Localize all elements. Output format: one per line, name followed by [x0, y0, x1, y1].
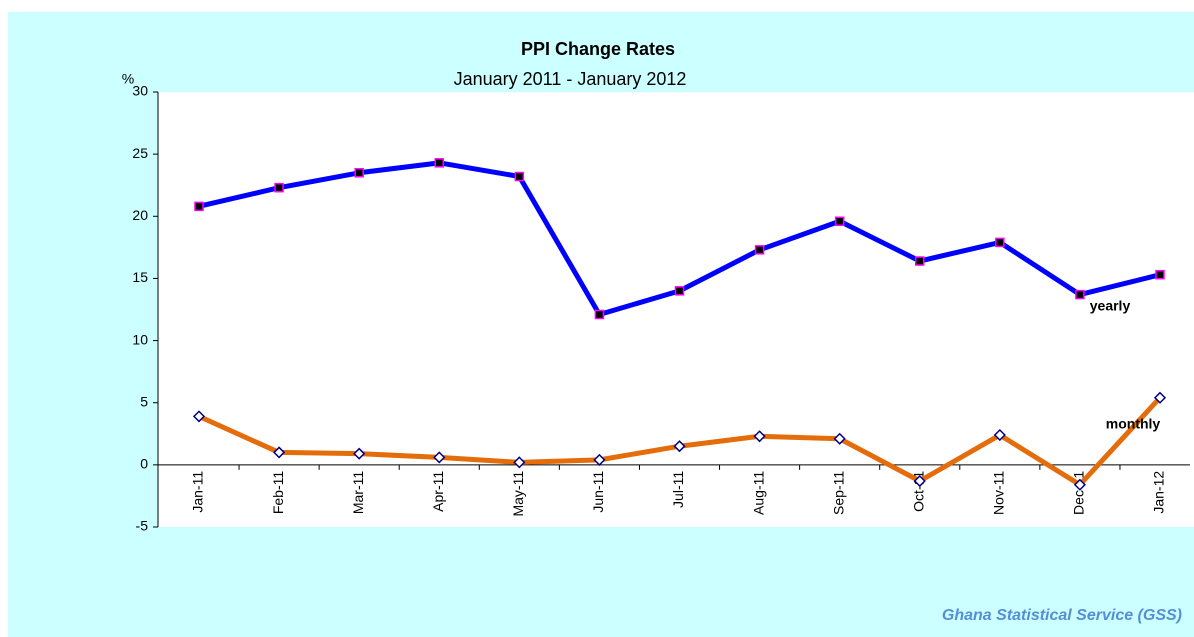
chart-subtitle: January 2011 - January 2012 [454, 69, 687, 89]
marker [1153, 391, 1167, 404]
marker [594, 309, 605, 320]
marker [1073, 478, 1086, 491]
chart-title: PPI Change Rates [521, 39, 675, 59]
marker [1155, 269, 1165, 280]
marker [192, 410, 206, 423]
marker [514, 171, 525, 182]
marker [915, 256, 925, 266]
marker [1075, 289, 1085, 300]
marker [674, 286, 685, 296]
y-tick-label: -5 [136, 518, 149, 534]
y-tick-label: 0 [140, 456, 148, 472]
y-tick-label: 30 [132, 83, 148, 99]
x-tick-label: Jan-11 [190, 471, 206, 513]
x-tick-label: Nov-11 [991, 471, 1007, 515]
x-tick-label: Mar-11 [350, 471, 366, 515]
marker [433, 451, 446, 464]
y-tick-label: 20 [132, 207, 148, 223]
y-tick-label: 15 [132, 269, 148, 285]
x-tick-label: Jul-11 [670, 471, 686, 508]
x-tick-label: Apr-11 [430, 471, 446, 512]
marker [274, 182, 284, 193]
marker [273, 446, 286, 459]
marker [993, 428, 1006, 442]
x-tick-label: Aug-11 [750, 471, 766, 515]
x-tick-label: Jun-11 [590, 471, 606, 513]
x-tick-label: May-11 [510, 471, 526, 517]
marker [673, 440, 686, 453]
y-tick-label: 5 [140, 393, 148, 409]
marker [354, 168, 364, 178]
source-note: Ghana Statistical Service (GSS) [942, 607, 1182, 624]
marker [833, 432, 846, 445]
x-tick-label: Sep-11 [830, 471, 846, 515]
series-label: yearly [1090, 298, 1131, 314]
marker [434, 158, 444, 168]
marker [753, 430, 766, 443]
marker [593, 453, 606, 466]
series-label: monthly [1106, 416, 1161, 432]
x-tick-label: Feb-11 [270, 471, 286, 515]
y-tick-label: 10 [132, 331, 148, 347]
marker [754, 245, 765, 255]
marker [513, 456, 526, 469]
marker [913, 474, 926, 488]
y-tick-label: 25 [132, 145, 148, 161]
y-axis-label: % [122, 71, 134, 87]
marker [834, 216, 845, 227]
marker [995, 237, 1005, 248]
marker [194, 201, 204, 212]
x-tick-label: Jan-12 [1151, 471, 1167, 514]
marker [353, 447, 366, 460]
